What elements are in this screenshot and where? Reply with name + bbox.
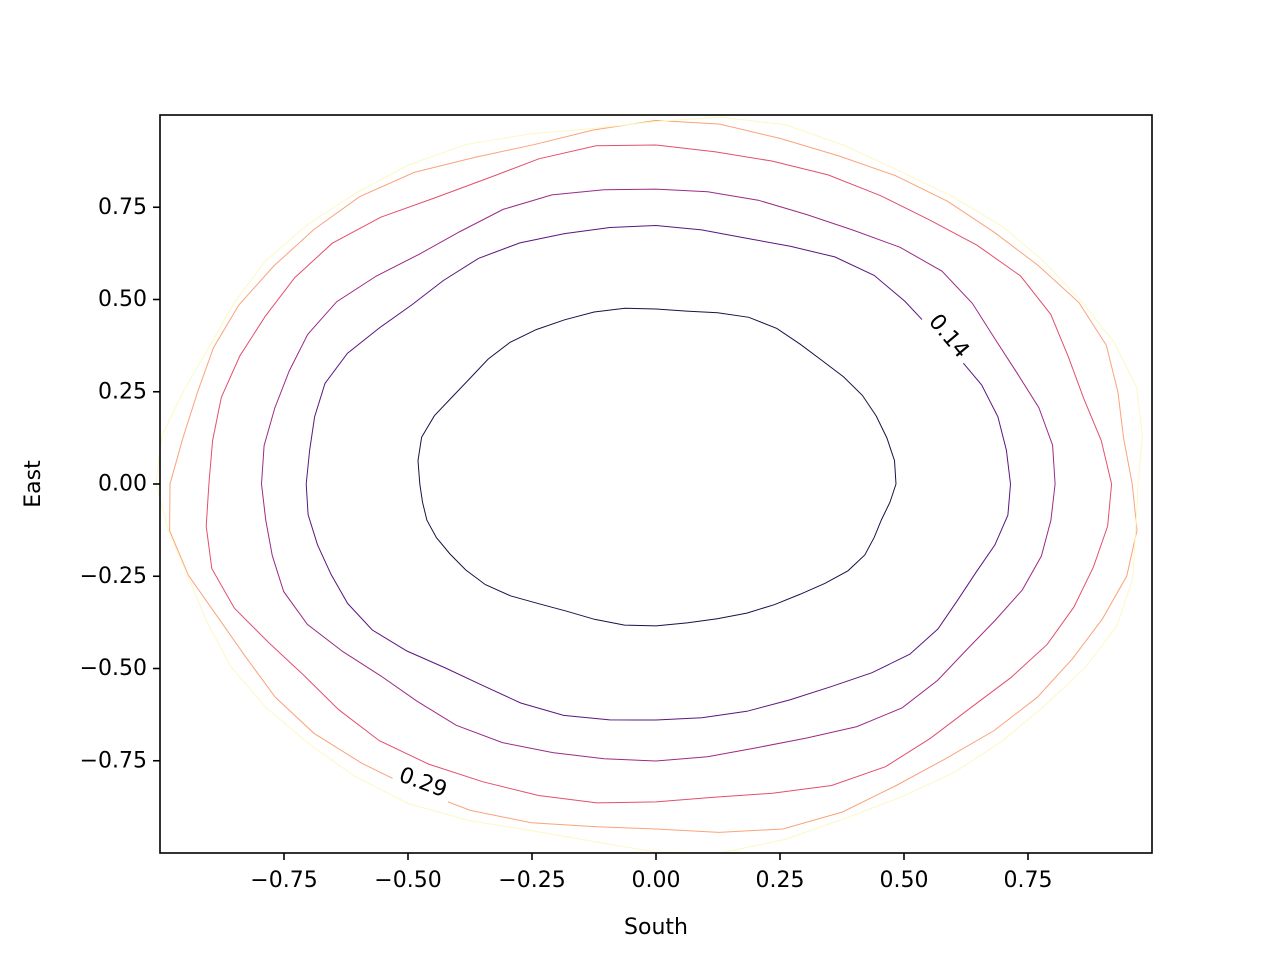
contour-label-background — [389, 759, 456, 807]
x-tick-label: 0.75 — [1004, 868, 1053, 893]
contour-line-5 — [169, 119, 1138, 833]
x-tick-label: 0.25 — [756, 868, 805, 893]
x-tick-label: −0.75 — [250, 868, 317, 893]
x-tick-label: −0.25 — [498, 868, 565, 893]
contour-lines — [155, 116, 1143, 854]
y-tick-label: 0.50 — [98, 287, 147, 312]
y-tick-label: −0.75 — [80, 748, 147, 773]
y-tick-label: −0.25 — [80, 564, 147, 589]
x-axis-ticks: −0.75 −0.50 −0.25 0.00 0.25 0.50 0.75 — [250, 853, 1052, 893]
contour-line-3 — [260, 188, 1056, 762]
x-tick-label: −0.50 — [374, 868, 441, 893]
y-tick-label: −0.50 — [80, 656, 147, 681]
contour-labels: 0.140.29 — [389, 304, 979, 807]
y-axis-label: East — [21, 460, 46, 508]
y-axis-ticks: 0.75 0.50 0.25 0.00 −0.25 −0.50 −0.75 — [80, 195, 160, 773]
x-tick-label: 0.00 — [632, 868, 681, 893]
x-tick-label: 0.50 — [880, 868, 929, 893]
contour-label-background — [918, 304, 979, 369]
contour-line-2 — [305, 224, 1011, 721]
contour-line-6 — [155, 116, 1143, 854]
x-axis-label: South — [624, 915, 688, 940]
y-tick-label: 0.25 — [98, 379, 147, 404]
y-tick-label: 0.00 — [98, 472, 147, 497]
contour-line-1 — [417, 307, 897, 627]
contour-line-4 — [205, 144, 1113, 804]
y-tick-label: 0.75 — [98, 195, 147, 220]
